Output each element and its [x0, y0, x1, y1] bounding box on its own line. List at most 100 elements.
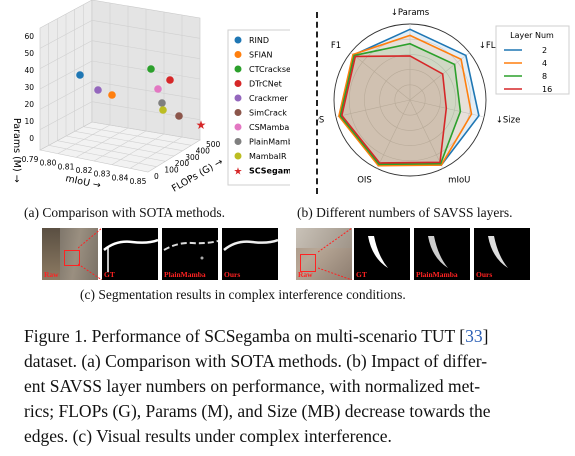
scatter-point-dtrcnet — [166, 76, 174, 84]
radar-series — [338, 28, 480, 167]
legend-label: SFIAN — [249, 51, 273, 60]
raw-image-right: Raw — [296, 228, 352, 280]
legend-label: PlainMamba — [249, 138, 290, 147]
zoom-lines-right — [318, 228, 352, 280]
y-tick-label: 400 — [196, 146, 211, 155]
z-tick-label: 40 — [24, 66, 34, 75]
y-tick-label: 0 — [154, 172, 159, 181]
caption-a: (a) Comparison with SOTA methods. — [24, 205, 226, 220]
z-tick-label: 0 — [29, 134, 34, 143]
x-tick-label: 0.79 — [22, 155, 39, 164]
panel-b-radar-chart: ↓Params ↓FLOPs ↓Size mIoU OIS ODS F1 Layer Num… — [318, 8, 570, 185]
panel-divider — [316, 12, 318, 194]
plainmamba-image-left: PlainMamba — [162, 228, 218, 280]
x-tick-label: 0.81 — [58, 162, 75, 171]
scatter-star-scsegamba: ★ — [196, 118, 207, 132]
label-gt-right: GT — [356, 270, 367, 279]
legend-dot-icon — [234, 138, 242, 145]
legend-dot-icon — [234, 94, 242, 102]
radar-series-4 — [338, 34, 473, 167]
panel-c-results: Raw GT PlainMamba Ours Raw GT PlainMamba… — [0, 226, 575, 282]
legend-label: RIND — [249, 36, 269, 45]
radar-series-8 — [339, 42, 462, 166]
label-ours-left: Ours — [224, 270, 241, 279]
scatter-point-csmamba — [154, 85, 162, 93]
z-axis-ticks: 0 10 20 30 40 50 60 — [24, 32, 34, 143]
radar-legend-title: Layer Num — [510, 31, 554, 40]
caption-text: ] — [482, 326, 489, 346]
legend-label: CTCrackseg — [249, 65, 290, 74]
zoom-lines-left — [78, 228, 102, 280]
raw-image-left: Raw — [42, 228, 98, 280]
radar-axis-label: ↓FLOPs — [479, 41, 512, 51]
label-ours-right: Ours — [476, 270, 493, 279]
legend-dot-icon — [234, 152, 242, 160]
legend-label: DTrCNet — [249, 80, 282, 89]
label-gt-left: GT — [104, 270, 115, 279]
legend-label: SCSegamba — [249, 167, 290, 176]
figure-caption-line-3: ent SAVSS layer numbers on performance, … — [24, 376, 481, 396]
radar-legend-label: 4 — [542, 59, 547, 68]
x-tick-label: 0.85 — [130, 177, 147, 186]
y-tick-label: 500 — [206, 140, 221, 149]
radar-legend-label: 2 — [542, 46, 547, 55]
y-tick-label: 300 — [185, 153, 200, 162]
figure-caption-line-4: rics; FLOPs (G), Params (M), and Size (M… — [24, 401, 491, 421]
radar-legend: 2 4 8 16 — [504, 46, 552, 94]
scatter-point-plainmamba — [158, 99, 166, 107]
x-tick-label: 0.82 — [76, 166, 93, 175]
scatter-points: ★ — [76, 65, 206, 132]
label-plainmamba-right: PlainMamba — [416, 270, 458, 279]
legend-label: MambaIR — [249, 152, 287, 161]
ours-image-right: Ours — [474, 228, 530, 280]
figure-caption-line-1: Figure 1. Performance of SCSegamba on mu… — [24, 324, 552, 349]
z-axis-label: Params (M) → — [11, 118, 22, 183]
figure-caption: Figure 1. Performance of SCSegamba on mu… — [24, 324, 552, 449]
scatter-point-sfian — [108, 91, 116, 99]
caption-c: (c) Segmentation results in complex inte… — [80, 287, 406, 302]
legend-label: CSMamba — [249, 123, 289, 132]
figure-caption-line-2: dataset. (a) Comparison with SOTA method… — [24, 351, 488, 371]
radar-axis-label: ↓Params — [391, 8, 430, 18]
x-tick-label: 0.80 — [40, 159, 57, 168]
legend-dot-icon — [234, 36, 242, 44]
z-tick-label: 60 — [24, 32, 34, 41]
radar-axis-label: ↓Size — [496, 116, 521, 126]
scatter-point-crackmer — [94, 86, 102, 94]
radar-axis-label: OIS — [357, 175, 372, 185]
z-tick-label: 20 — [24, 100, 34, 109]
radar-axis-label: ODS — [318, 116, 324, 126]
legend-a: RIND SFIAN CTCrackseg DTrCNet Crackmer SimCra… — [234, 36, 290, 178]
legend-dot-icon — [234, 51, 242, 58]
legend-dot-icon — [234, 109, 242, 116]
radar-legend-label: 8 — [542, 72, 547, 81]
y-tick-label: 100 — [164, 166, 179, 175]
x-tick-label: 0.84 — [112, 173, 129, 182]
legend-dot-icon — [234, 65, 242, 73]
caption-text: Figure 1. Performance of SCSegamba on mu… — [24, 326, 466, 346]
z-tick-label: 10 — [24, 117, 34, 126]
figure-caption-line-5: edges. (c) Visual results under complex … — [24, 426, 392, 446]
scatter-point-mambair — [159, 106, 167, 114]
scatter-point-rind — [76, 71, 84, 79]
legend-star-icon: ★ — [234, 167, 243, 178]
plainmamba-image-right: PlainMamba — [414, 228, 470, 280]
radar-axis-label: F1 — [331, 41, 341, 51]
radar-series-16 — [340, 55, 448, 164]
radar-legend-box — [495, 25, 570, 95]
ours-image-left: Ours — [222, 228, 278, 280]
radar-axis-labels: ↓Params ↓FLOPs ↓Size mIoU OIS ODS F1 — [318, 8, 520, 185]
y-tick-label: 200 — [175, 159, 190, 168]
z-tick-label: 30 — [24, 83, 34, 92]
radar-legend-label: 16 — [542, 85, 552, 94]
scatter-point-ctcrackseg — [147, 65, 155, 73]
x-axis-ticks: 0.79 0.80 0.81 0.82 0.83 0.84 0.85 — [22, 155, 147, 186]
scatter-point-simcrack — [175, 112, 183, 120]
legend-label: SimCrack — [249, 109, 287, 118]
x-tick-label: 0.83 — [94, 170, 111, 179]
label-raw-left: Raw — [44, 270, 59, 279]
panel-a-3d-scatter: ★ 0 10 20 30 40 50 60 0.79 0.80 0.81 0.82 0.83 0.84… — [11, 0, 290, 195]
cube-grid — [39, 0, 201, 173]
citation-link[interactable]: 33 — [465, 326, 483, 346]
